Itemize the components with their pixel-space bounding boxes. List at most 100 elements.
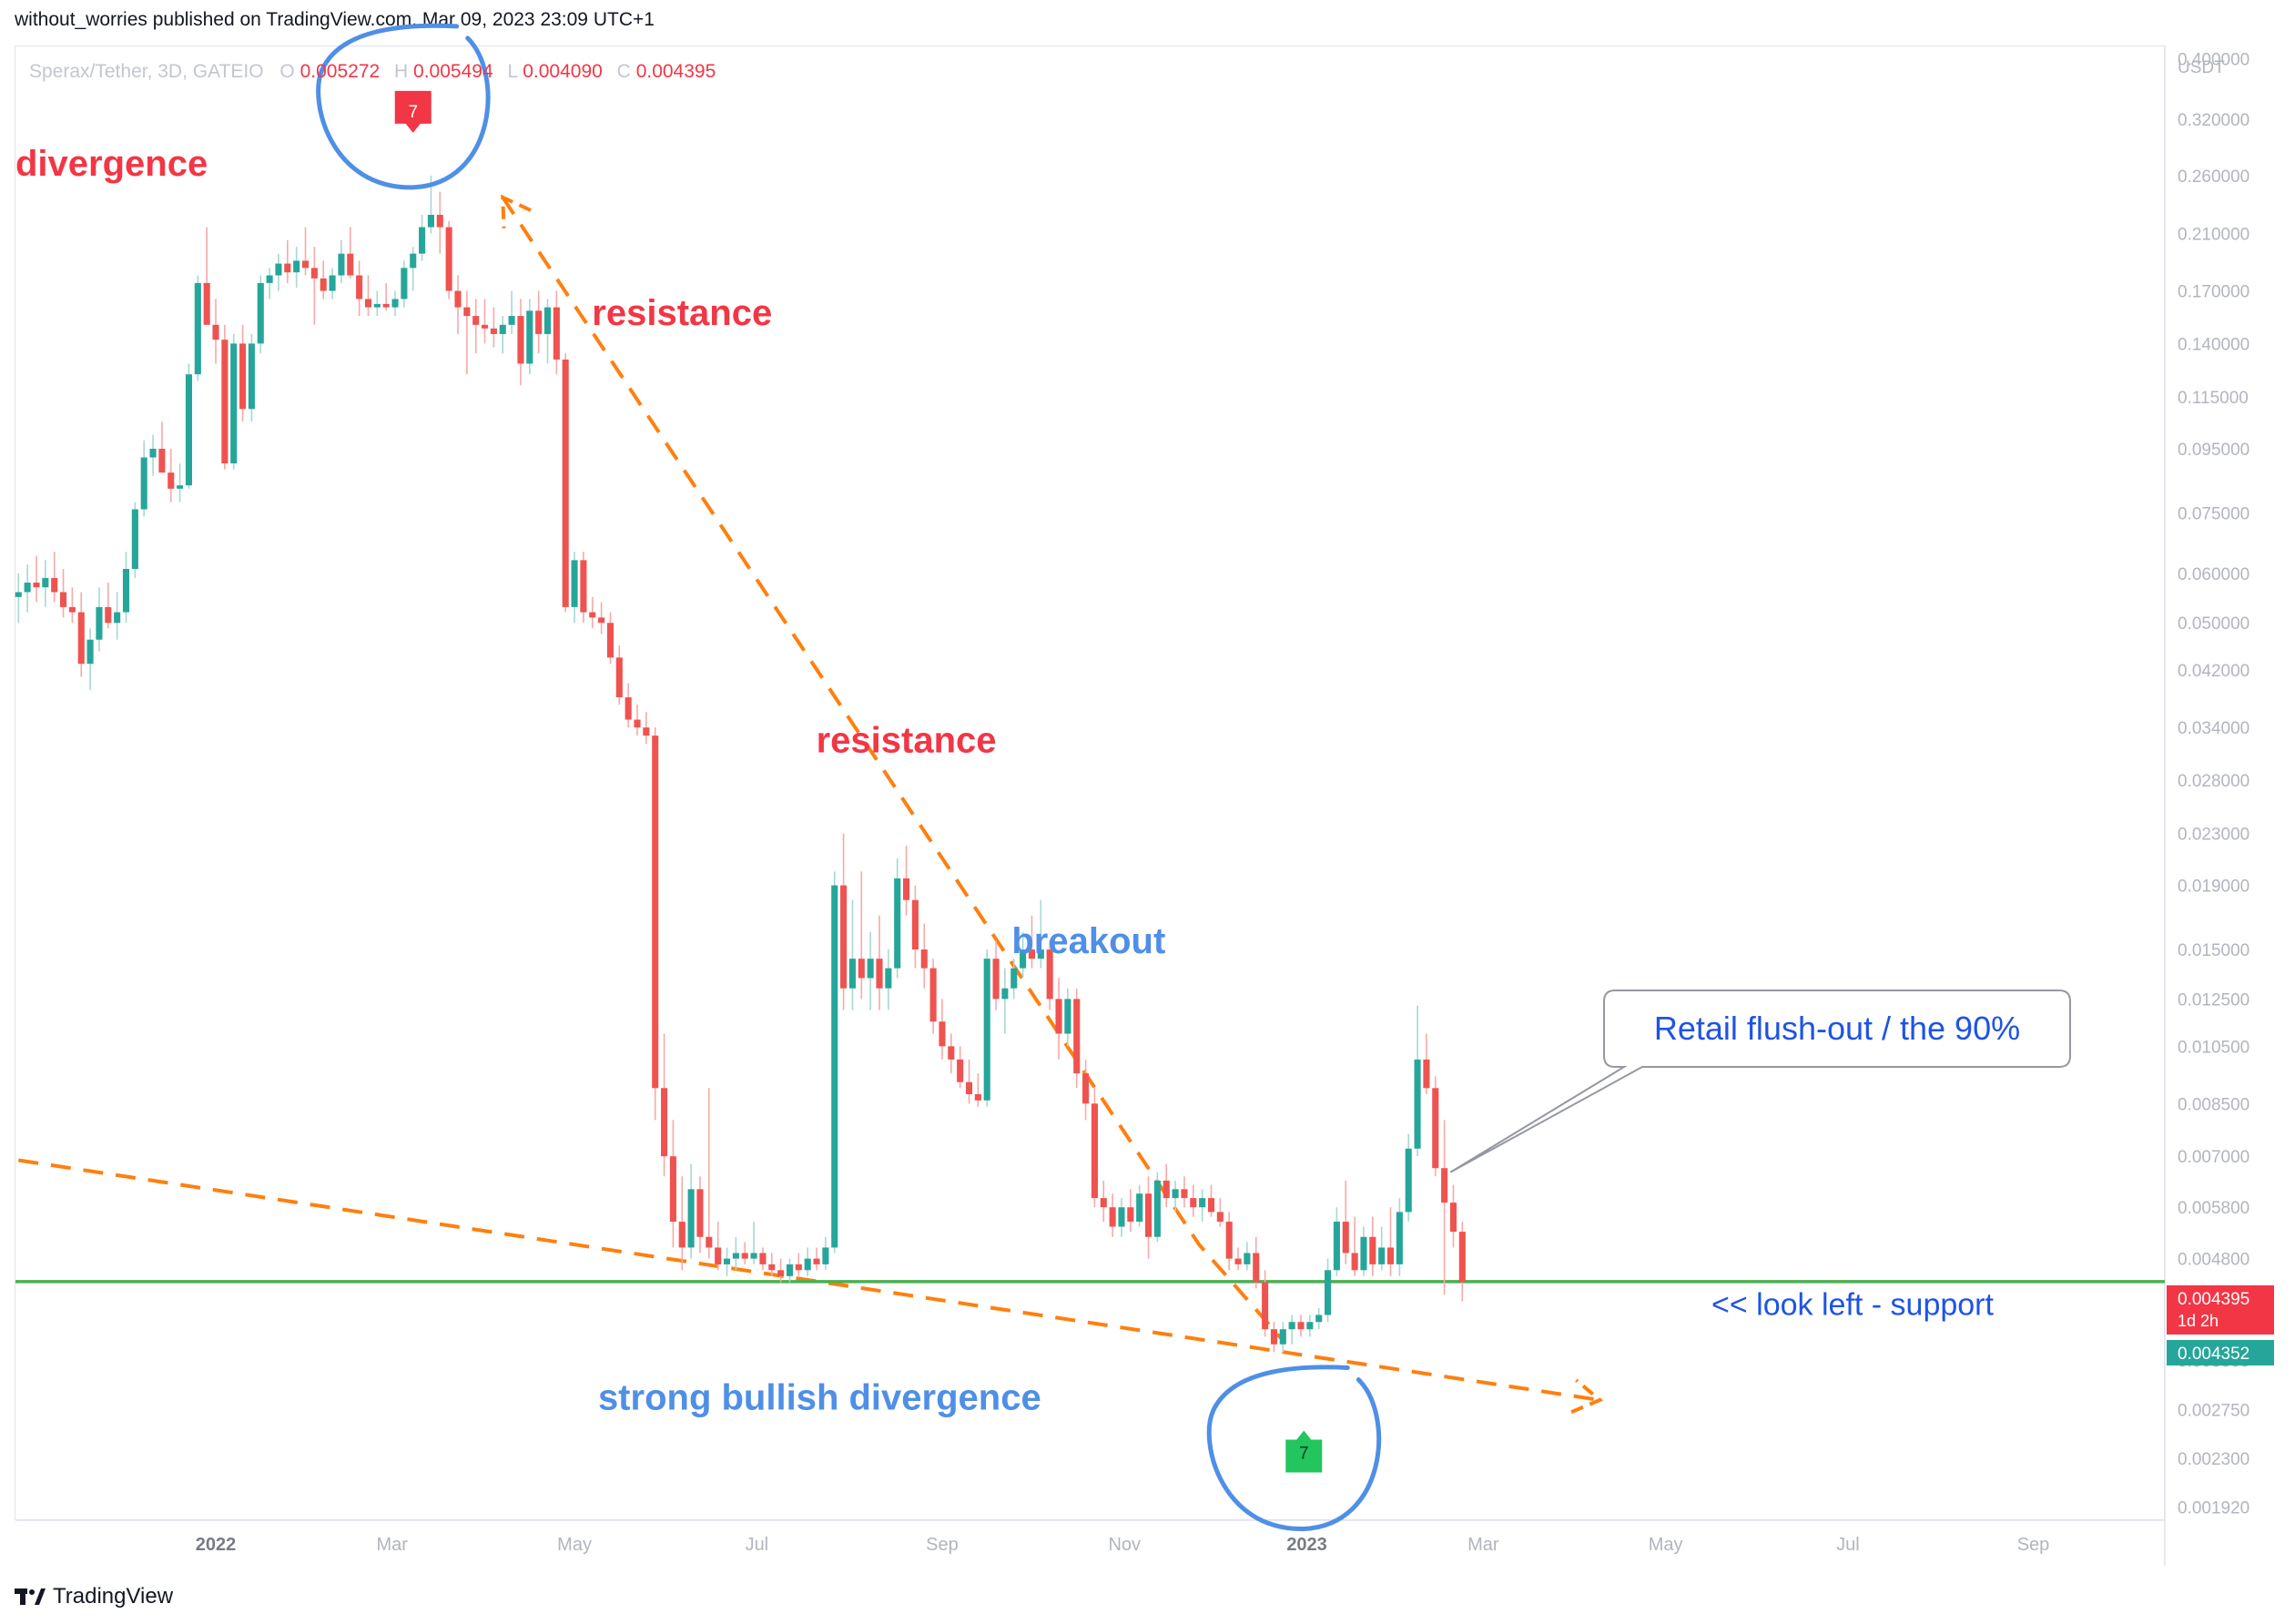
candle-body[interactable] [77, 612, 85, 665]
candle-body[interactable] [391, 299, 399, 308]
candle-body[interactable] [876, 959, 883, 989]
candle-body[interactable] [185, 374, 193, 486]
candle-body[interactable] [894, 878, 901, 969]
candle-body[interactable] [68, 606, 76, 613]
candle-body[interactable] [768, 1264, 776, 1271]
candle-body[interactable] [1262, 1282, 1269, 1330]
candle-body[interactable] [822, 1247, 829, 1264]
candle-body[interactable] [939, 1021, 946, 1047]
candle-body[interactable] [1449, 1203, 1457, 1233]
candle-body[interactable] [1333, 1222, 1340, 1271]
candle-body[interactable] [840, 885, 848, 989]
candle-body[interactable] [356, 275, 363, 299]
candle-body[interactable] [51, 577, 58, 593]
candle-body[interactable] [1091, 1103, 1098, 1199]
candle-body[interactable] [168, 472, 175, 489]
candle-body[interactable] [86, 639, 94, 665]
candle-body[interactable] [696, 1189, 704, 1237]
candle-body[interactable] [1144, 1193, 1153, 1237]
candle-body[interactable] [1414, 1059, 1421, 1149]
candle-body[interactable] [364, 299, 372, 308]
candle-body[interactable] [463, 307, 471, 317]
candle-body[interactable] [1109, 1207, 1116, 1227]
candle-body[interactable] [373, 303, 381, 308]
candle-body[interactable] [266, 275, 273, 283]
candle-body[interactable] [1082, 1073, 1090, 1104]
candle-body[interactable] [338, 253, 345, 276]
candle-body[interactable] [1396, 1212, 1403, 1264]
candle-body[interactable] [382, 303, 390, 308]
candle-body[interactable] [1020, 949, 1027, 969]
candle-body[interactable] [1386, 1247, 1395, 1264]
candle-body[interactable] [553, 307, 560, 360]
candle-body[interactable] [669, 1156, 676, 1223]
candle-body[interactable] [1172, 1189, 1179, 1199]
candle-body[interactable] [33, 583, 40, 588]
candle-body[interactable] [598, 617, 605, 624]
candle-body[interactable] [114, 612, 121, 624]
candle-body[interactable] [1270, 1329, 1277, 1345]
candle-body[interactable] [329, 275, 336, 291]
candle-body[interactable] [1216, 1212, 1224, 1223]
candle-body[interactable] [1244, 1253, 1251, 1264]
candle-body[interactable] [848, 959, 856, 989]
candle-body[interactable] [911, 899, 919, 950]
candle-body[interactable] [275, 263, 282, 276]
candle-body[interactable] [777, 1270, 785, 1276]
candle-body[interactable] [759, 1253, 767, 1264]
candle-body[interactable] [974, 1093, 981, 1101]
candle-body[interactable] [1405, 1148, 1412, 1213]
candle-body[interactable] [310, 268, 318, 279]
candle-body[interactable] [885, 968, 892, 989]
candle-body[interactable] [1153, 1180, 1161, 1237]
candle-body[interactable] [929, 968, 937, 1022]
candle-body[interactable] [427, 215, 434, 228]
candle-body[interactable] [1181, 1189, 1188, 1199]
candle-body[interactable] [1279, 1329, 1286, 1345]
candle-body[interactable] [1046, 949, 1053, 1000]
candle-body[interactable] [177, 485, 184, 489]
candle-body[interactable] [96, 606, 103, 640]
candle-body[interactable] [230, 343, 238, 464]
candle-body[interactable] [741, 1253, 748, 1259]
candle-body[interactable] [472, 316, 480, 325]
candle-body[interactable] [1306, 1322, 1314, 1330]
candle-body[interactable] [687, 1189, 695, 1248]
candle-body[interactable] [239, 343, 247, 410]
candle-body[interactable] [131, 509, 138, 569]
candle-body[interactable] [957, 1059, 964, 1082]
candle-body[interactable] [248, 343, 255, 410]
candle-body[interactable] [59, 592, 67, 607]
candle-body[interactable] [42, 577, 49, 588]
candle-body[interactable] [1037, 949, 1044, 959]
candle-body[interactable] [625, 697, 632, 720]
candle-body[interactable] [284, 263, 291, 273]
candle-body[interactable] [920, 949, 928, 969]
candle-body[interactable] [589, 612, 596, 618]
candle-body[interactable] [715, 1247, 722, 1264]
candle-body[interactable] [320, 278, 327, 291]
candle-body[interactable] [652, 736, 659, 1089]
candle-body[interactable] [499, 324, 506, 334]
candle-body[interactable] [1100, 1198, 1107, 1208]
candle-body[interactable] [1001, 988, 1009, 1000]
candle-body[interactable] [158, 448, 166, 473]
candle-body[interactable] [831, 885, 838, 1248]
candle-body[interactable] [490, 328, 497, 334]
candle-body[interactable] [903, 878, 910, 900]
candle-body[interactable] [1423, 1059, 1430, 1089]
candle-body[interactable] [1297, 1322, 1305, 1330]
candle-body[interactable] [543, 307, 552, 334]
candle-body[interactable] [723, 1258, 731, 1264]
candle-body[interactable] [347, 253, 354, 276]
candle-body[interactable] [481, 324, 489, 329]
candle-body[interactable] [1360, 1236, 1367, 1271]
candle-body[interactable] [813, 1258, 820, 1264]
candle-body[interactable] [732, 1253, 739, 1259]
candle-body[interactable] [562, 359, 569, 607]
candle-body[interactable] [634, 719, 641, 728]
candle-body[interactable] [606, 623, 614, 658]
candle-body[interactable] [571, 560, 578, 607]
candle-body[interactable] [293, 260, 300, 273]
